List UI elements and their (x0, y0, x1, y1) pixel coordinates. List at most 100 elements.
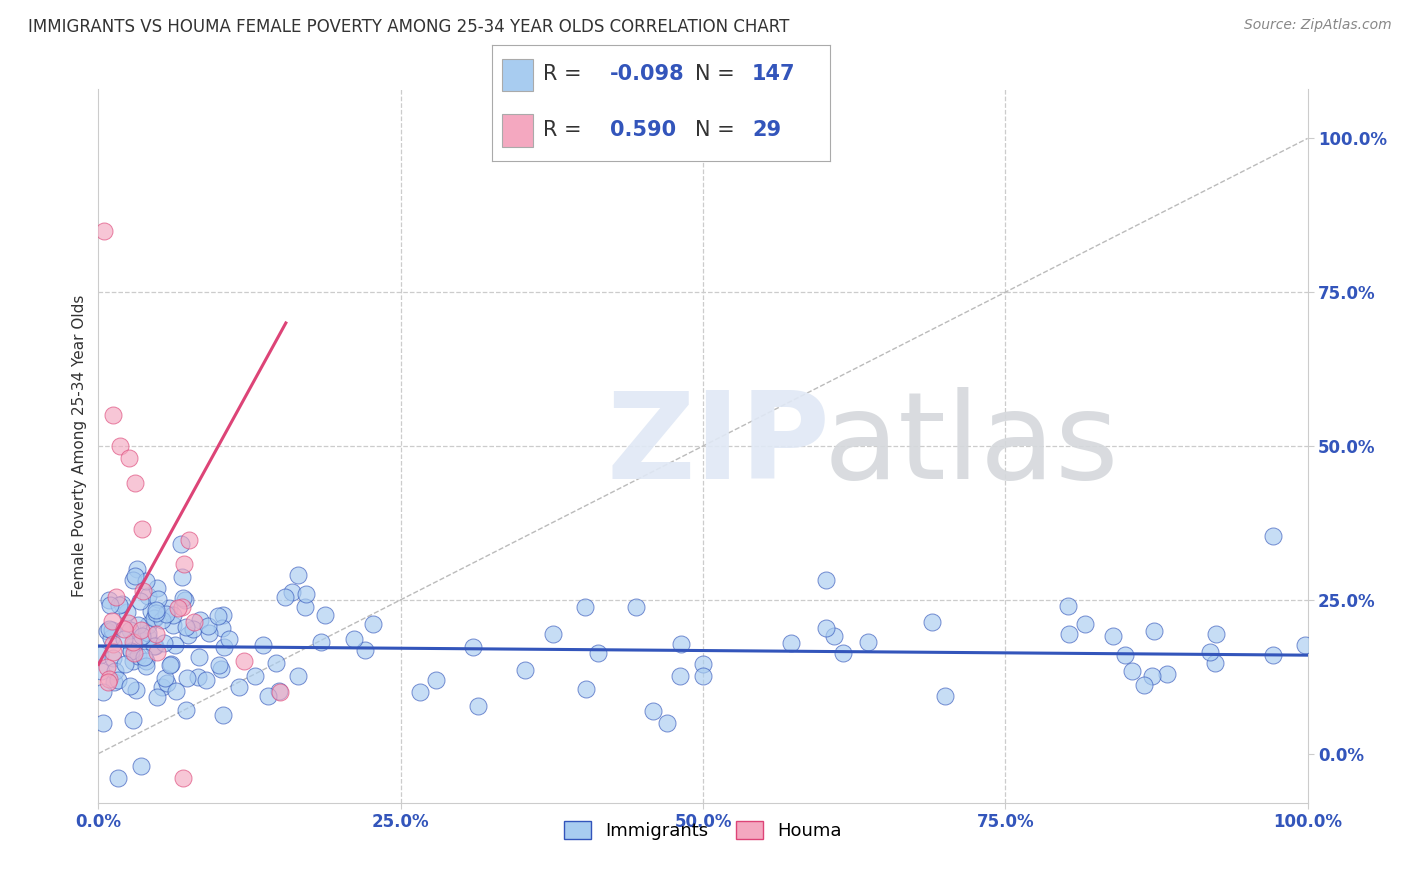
Point (120, 644, 142, 658)
Point (153, 671, 176, 685)
Point (1261, 529, 1284, 543)
Point (122, 646, 145, 660)
Point (218, 632, 240, 646)
Point (104, 665, 127, 679)
Point (655, 715, 678, 730)
Text: R =: R = (543, 64, 588, 84)
Point (174, 593, 197, 607)
Point (181, 622, 204, 636)
Point (132, 650, 155, 665)
Point (145, 690, 167, 704)
Point (194, 673, 217, 688)
Point (121, 634, 143, 648)
Point (131, 629, 153, 643)
Point (98, 672, 121, 686)
Point (135, 658, 157, 673)
Point (91, 685, 114, 699)
Point (103, 645, 125, 659)
Point (157, 601, 180, 615)
Point (107, 771, 129, 785)
Point (252, 638, 274, 652)
Text: 147: 147 (752, 64, 796, 84)
Point (101, 409, 124, 423)
Point (172, 771, 194, 785)
Point (170, 537, 193, 551)
Point (172, 591, 194, 605)
Text: ZIP: ZIP (606, 387, 830, 505)
Point (624, 600, 647, 615)
Point (131, 522, 153, 536)
Point (150, 613, 173, 627)
Point (267, 684, 290, 698)
Point (143, 639, 166, 653)
Point (155, 675, 177, 690)
Point (135, 574, 157, 588)
Point (172, 599, 194, 614)
Point (269, 685, 291, 699)
Point (1102, 629, 1125, 643)
Point (1143, 624, 1166, 638)
Point (165, 683, 187, 698)
Point (671, 637, 693, 651)
Point (314, 608, 336, 623)
Text: N =: N = (695, 64, 741, 84)
Text: N =: N = (695, 120, 741, 140)
Point (112, 623, 135, 637)
Point (143, 610, 166, 624)
Point (177, 628, 200, 642)
Point (108, 598, 131, 612)
Point (294, 599, 316, 614)
Point (1121, 664, 1143, 678)
Point (207, 657, 229, 672)
Text: atlas: atlas (824, 387, 1119, 505)
Point (1057, 626, 1080, 640)
Point (343, 632, 366, 647)
Point (692, 669, 714, 683)
Point (146, 645, 169, 659)
Point (574, 599, 596, 614)
Text: 0.590: 0.590 (610, 120, 676, 140)
Point (1074, 616, 1097, 631)
Point (934, 689, 956, 703)
Point (280, 585, 302, 599)
Point (287, 568, 309, 582)
Point (90, 664, 112, 678)
Y-axis label: Female Poverty Among 25-34 Year Olds: Female Poverty Among 25-34 Year Olds (72, 295, 87, 597)
Point (1140, 669, 1163, 683)
Point (187, 649, 209, 664)
Point (287, 669, 309, 683)
Point (136, 617, 159, 632)
Point (132, 584, 155, 599)
Point (108, 439, 131, 453)
Text: Source: ZipAtlas.com: Source: ZipAtlas.com (1244, 18, 1392, 32)
Point (101, 650, 124, 665)
Point (121, 713, 143, 727)
Point (153, 636, 176, 650)
Text: R =: R = (543, 120, 588, 140)
Point (129, 759, 152, 773)
Point (114, 657, 136, 672)
Point (921, 615, 943, 630)
Point (136, 589, 159, 603)
Point (129, 623, 152, 637)
Point (111, 598, 134, 612)
Point (162, 608, 184, 623)
Point (541, 627, 564, 641)
Text: IMMIGRANTS VS HOUMA FEMALE POVERTY AMONG 25-34 YEAR OLDS CORRELATION CHART: IMMIGRANTS VS HOUMA FEMALE POVERTY AMONG… (28, 18, 790, 36)
Point (173, 558, 195, 572)
Point (1133, 678, 1156, 692)
Point (107, 673, 129, 687)
Point (118, 451, 141, 466)
Point (93, 224, 115, 238)
Point (228, 680, 250, 694)
Point (127, 649, 149, 664)
Point (128, 594, 150, 608)
Point (212, 607, 235, 622)
Point (183, 615, 205, 630)
Point (856, 635, 879, 649)
Point (1057, 599, 1080, 614)
Point (115, 605, 138, 619)
Point (122, 637, 145, 651)
Point (124, 568, 146, 582)
Point (143, 639, 166, 653)
